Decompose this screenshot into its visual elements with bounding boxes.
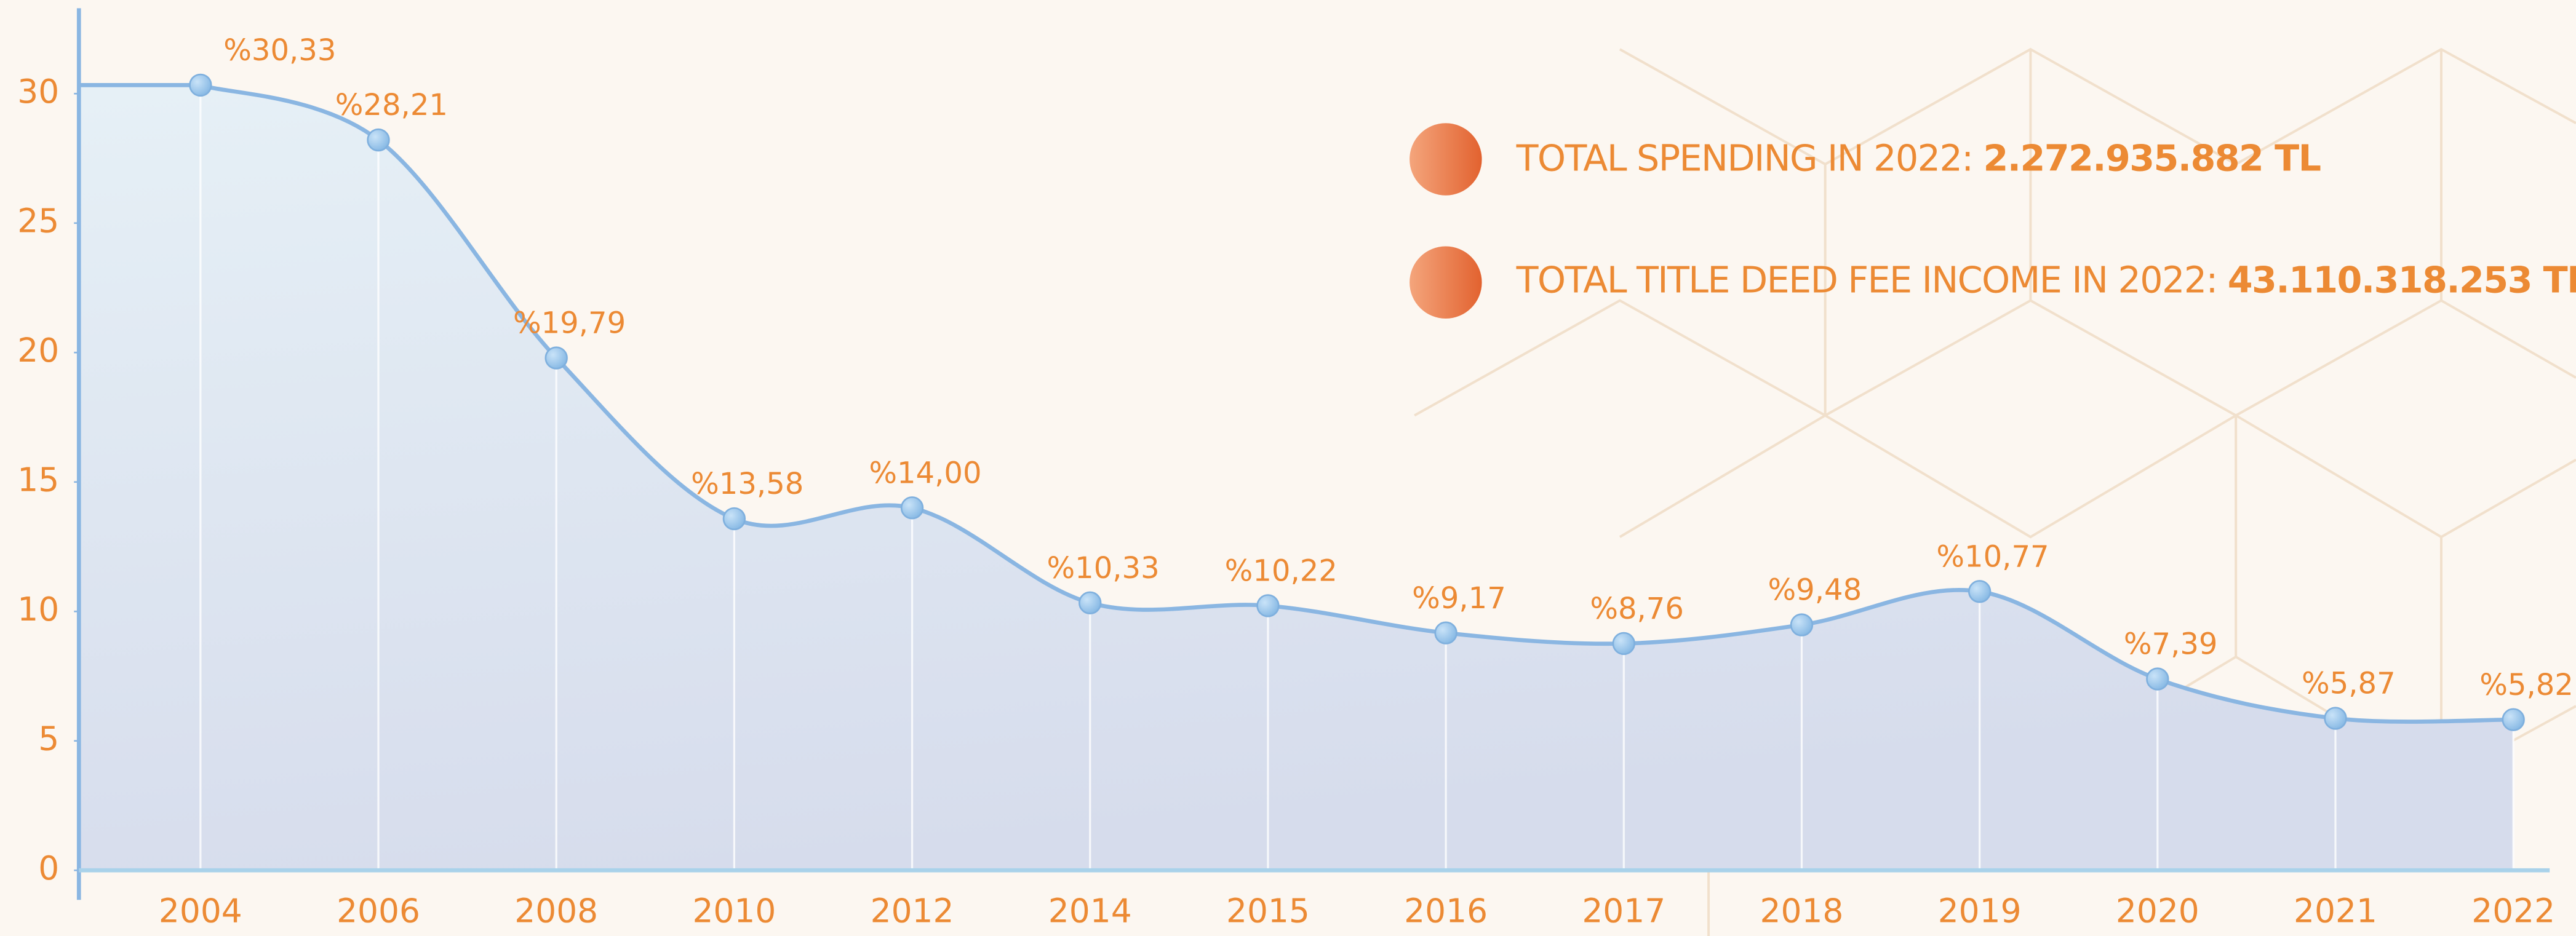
annotation: TOTAL SPENDING IN 2022: 2.272.935.882 TL <box>1516 137 2321 180</box>
y-tick-label: 5 <box>38 719 59 758</box>
point <box>1434 621 1457 644</box>
value-label: %5,87 <box>2302 667 2396 701</box>
point <box>2502 708 2525 731</box>
annotation: TOTAL TITLE DEED FEE INCOME IN 2022: 43.… <box>1516 258 2576 301</box>
value-label: %8,76 <box>1590 592 1684 626</box>
value-label: %7,39 <box>2124 627 2218 662</box>
value-label: %28,21 <box>335 88 448 122</box>
value-label: %19,79 <box>513 306 626 341</box>
point <box>189 73 212 97</box>
x-tick-label: 2021 <box>2294 891 2377 930</box>
point <box>1079 591 1102 615</box>
area <box>79 85 2514 871</box>
x-tick-label: 2019 <box>1938 891 2022 930</box>
value-label: %30,33 <box>223 33 336 68</box>
background-pattern <box>1414 47 2576 936</box>
point <box>367 128 390 152</box>
x-tick-label: 2017 <box>1582 891 1665 930</box>
point <box>2146 667 2169 691</box>
x-tick-label: 2015 <box>1226 891 1310 930</box>
x-tick-label: 2018 <box>1760 891 1844 930</box>
value-label: %10,77 <box>1936 539 2049 574</box>
value-label: %10,22 <box>1225 554 1338 589</box>
value-label: %14,00 <box>869 456 981 490</box>
point <box>1968 580 1992 603</box>
point <box>900 496 924 520</box>
y-tick-label: 0 <box>38 849 59 887</box>
y-tick-label: 30 <box>17 72 59 111</box>
x-tick-label: 2020 <box>2116 891 2199 930</box>
y-tick-label: 15 <box>17 460 59 499</box>
x-tick-label: 2008 <box>514 891 598 930</box>
point <box>722 507 746 531</box>
value-label: %13,58 <box>691 467 804 501</box>
x-tick-label: 2004 <box>159 891 242 930</box>
annotation-value: 43.110.318.253 TL <box>2228 258 2576 301</box>
x-tick-label: 2010 <box>692 891 776 930</box>
annotation-marker <box>1410 246 1482 319</box>
annotation-marker <box>1410 123 1482 196</box>
point <box>1790 613 1814 637</box>
y-tick-label: 25 <box>17 201 59 240</box>
point <box>544 346 568 370</box>
y-tick-label: 20 <box>17 331 59 370</box>
x-tick-label: 2022 <box>2471 891 2555 930</box>
plot: 0 5 10 15 20 25 30 2004 %30,33 2006 %28,21 2008 %19,… <box>17 8 2574 930</box>
value-label: %9,48 <box>1768 573 1862 608</box>
y-tick-label: 10 <box>17 590 59 629</box>
annotation-value: 2.272.935.882 TL <box>1983 137 2320 180</box>
x-tick-label: 2006 <box>337 891 420 930</box>
annotation-label: TOTAL TITLE DEED FEE INCOME IN 2022: <box>1516 258 2228 301</box>
annotation-label: TOTAL SPENDING IN 2022: <box>1516 137 1984 180</box>
x-tick-label: 2014 <box>1048 891 1132 930</box>
x-tick-label: 2012 <box>871 891 954 930</box>
value-label: %10,33 <box>1047 551 1160 585</box>
x-tick-label: 2016 <box>1404 891 1488 930</box>
annotations: TOTAL SPENDING IN 2022: 2.272.935.882 TL… <box>1410 123 2576 319</box>
point <box>1256 594 1280 617</box>
value-label: %5,82 <box>2479 668 2574 702</box>
point <box>2324 707 2347 730</box>
point <box>1612 632 1635 656</box>
value-label: %9,17 <box>1412 581 1506 616</box>
